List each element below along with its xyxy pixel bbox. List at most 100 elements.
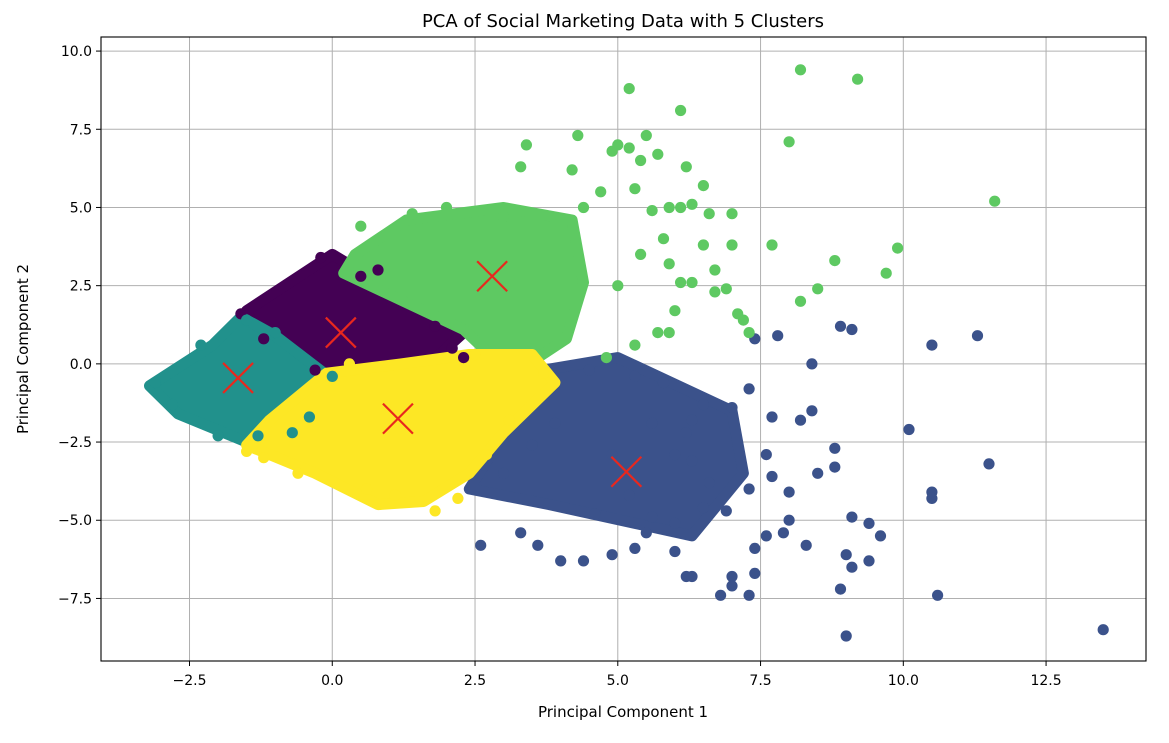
cluster-1-point [743, 483, 755, 495]
cluster-1-point [863, 517, 875, 530]
cluster-4-point [258, 452, 270, 464]
cluster-1-point [515, 527, 527, 539]
y-axis-label: Principal Component 2 [14, 264, 32, 434]
cluster-3-dense-region [338, 202, 589, 364]
cluster-1-point [743, 383, 755, 395]
cluster-1-point [669, 449, 681, 461]
cluster-0-point [372, 264, 384, 276]
cluster-1-point [903, 423, 915, 436]
cluster-3-point [675, 276, 687, 289]
cluster-3-point [686, 198, 698, 210]
cluster-1-point [846, 511, 858, 523]
cluster-1-point [726, 580, 738, 592]
cluster-2-point [212, 430, 224, 442]
cluster-4-point [360, 483, 373, 495]
cluster-1-point [657, 377, 670, 389]
cluster-3-point [766, 239, 778, 251]
cluster-1-point [800, 539, 812, 551]
cluster-0-point [309, 364, 321, 376]
y-tick-label: 5.0 [70, 200, 92, 216]
cluster-3-point [743, 327, 755, 339]
cluster-1-point [549, 417, 561, 429]
cluster-3-point [675, 104, 687, 117]
cluster-3-point [709, 264, 721, 276]
cluster-1-point [749, 567, 761, 580]
cluster-1-point [669, 517, 681, 530]
x-tick-label: 0.0 [321, 673, 343, 689]
y-axis-ticks: 10.0 7.5 5.0 2.5 0.0 −2.5 −5.0 −7.5 [58, 44, 101, 607]
cluster-1-point [766, 411, 778, 423]
cluster-0-point [458, 352, 470, 364]
cluster-2-point [195, 339, 207, 351]
cluster-0-point [315, 251, 327, 264]
cluster-1-point [846, 561, 858, 573]
cluster-1-point [806, 405, 818, 417]
cluster-1-point [926, 339, 938, 351]
cluster-3-point [726, 208, 738, 220]
x-tick-label: 5.0 [607, 673, 629, 689]
centroid-marker [325, 316, 357, 349]
cluster-1-point [646, 417, 658, 429]
cluster-4-point [503, 414, 515, 426]
y-tick-label: −5.0 [58, 513, 92, 529]
cluster-1-point [783, 514, 795, 526]
cluster-1-point [703, 477, 715, 489]
cluster-1-point [726, 570, 738, 583]
cluster-3-point [675, 201, 687, 214]
cluster-3-point [498, 211, 510, 223]
cluster-3-point [669, 305, 681, 317]
cluster-3-point [709, 286, 721, 298]
cluster-3-point [720, 283, 732, 295]
cluster-3-point [629, 183, 641, 195]
cluster-1-point [726, 402, 738, 414]
cluster-3-point [783, 136, 795, 148]
cluster-1-point [686, 414, 698, 426]
cluster-2-point [149, 377, 161, 389]
centroid-marker [382, 402, 414, 435]
cluster-1-point [783, 486, 795, 498]
cluster-3-point [794, 64, 807, 76]
cluster-1-point [526, 439, 538, 451]
cluster-3-point [703, 208, 715, 220]
cluster-4-point [452, 492, 464, 504]
cluster-3-point [852, 73, 864, 85]
cluster-3-point [640, 129, 652, 142]
cluster-0-point [429, 320, 441, 332]
x-tick-label: 2.5 [464, 673, 486, 689]
centroid-marker [476, 260, 508, 293]
cluster-1-point [629, 542, 641, 555]
cluster-1-point [926, 492, 938, 504]
cluster-3-point [600, 352, 613, 364]
cluster-3-point [652, 148, 664, 160]
y-tick-label: 0.0 [70, 357, 92, 373]
cluster-3-point [726, 239, 738, 251]
y-tick-label: 10.0 [61, 44, 92, 60]
cluster-points [149, 64, 1109, 642]
cluster-1-point [646, 511, 658, 523]
cluster-3-point [572, 129, 584, 142]
cluster-1-point [498, 467, 510, 479]
y-tick-label: −7.5 [58, 591, 92, 607]
cluster-1-point [829, 461, 841, 473]
x-tick-label: 12.5 [1030, 673, 1061, 689]
cluster-3-point [880, 267, 892, 279]
cluster-1-point [606, 449, 618, 461]
cluster-3-point [629, 339, 641, 351]
cluster-3-point [652, 327, 664, 339]
cluster-3-point [406, 208, 418, 220]
cluster-3-point [697, 180, 710, 192]
cluster-4-dense-region [241, 349, 561, 511]
cluster-2-point [286, 427, 298, 439]
cluster-3-point [663, 201, 675, 214]
cluster-1-point [760, 530, 772, 542]
cluster-1-point [583, 364, 595, 376]
cluster-1-point [840, 630, 852, 642]
cluster-4-point [480, 449, 493, 461]
cluster-3-point [663, 327, 675, 339]
cluster-1-point [812, 467, 824, 479]
cluster-1-point [475, 539, 487, 551]
centroid-marker [222, 362, 254, 394]
cluster-0-point [446, 342, 458, 354]
cluster-1-point [669, 545, 681, 558]
cluster-1-point [829, 442, 841, 454]
